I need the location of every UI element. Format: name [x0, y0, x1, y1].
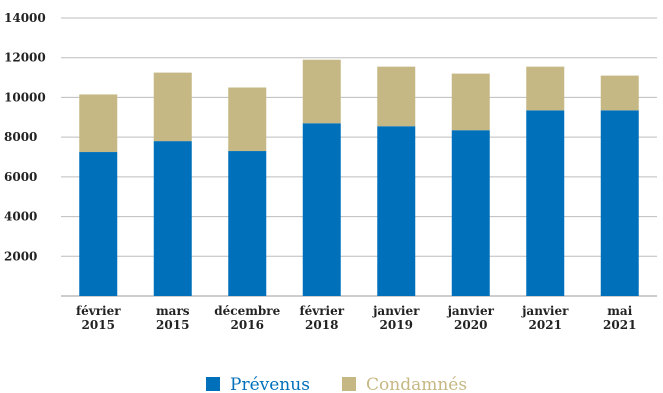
x-tick-label-year: 2015: [156, 318, 189, 332]
bar-condamnes: [451, 73, 490, 131]
y-axis: 2000 4000 6000 8000 10000 12000 14000: [4, 11, 46, 263]
x-tick-label-month: janvier: [372, 304, 420, 318]
bar-condamnes: [526, 66, 565, 111]
x-tick-label-year: 2020: [454, 318, 487, 332]
bar-prevenus: [79, 152, 118, 296]
x-tick-label-month: janvier: [447, 304, 495, 318]
x-tick-label-year: 2015: [82, 318, 115, 332]
bar-condamnes: [228, 87, 267, 152]
x-axis: février2015mars2015décembre2016février20…: [76, 304, 637, 332]
x-tick-label-year: 2016: [231, 318, 264, 332]
x-tick-label-month: mai: [607, 304, 632, 318]
legend-swatch: [342, 377, 356, 391]
x-tick-label-month: décembre: [214, 304, 280, 318]
bar-prevenus: [302, 123, 341, 296]
legend-label: Condamnés: [366, 375, 467, 393]
y-tick-label: 8000: [4, 130, 37, 144]
bar-prevenus: [153, 141, 192, 296]
bar-condamnes: [600, 75, 639, 111]
legend: Prévenus Condamnés: [206, 375, 467, 393]
bar-condamnes: [377, 66, 416, 127]
bar-condamnes: [153, 72, 192, 142]
y-tick-label: 10000: [4, 90, 46, 104]
bars: [79, 59, 639, 296]
bar-condamnes: [79, 94, 118, 153]
bar-prevenus: [377, 126, 416, 296]
gridlines: [61, 17, 657, 297]
bar-prevenus: [600, 110, 639, 296]
legend-item-condamnes: Condamnés: [342, 375, 467, 393]
y-tick-label: 4000: [4, 210, 37, 224]
x-tick-label-year: 2018: [305, 318, 338, 332]
legend-item-prevenus: Prévenus: [206, 375, 310, 393]
x-tick-label-year: 2021: [529, 318, 562, 332]
x-tick-label-month: février: [76, 304, 121, 318]
y-tick-label: 2000: [4, 249, 37, 263]
x-tick-label-month: février: [299, 304, 344, 318]
x-tick-label-year: 2019: [380, 318, 413, 332]
legend-swatch: [206, 377, 220, 391]
bar-prevenus: [451, 130, 490, 296]
legend-label: Prévenus: [230, 375, 310, 393]
y-tick-label: 6000: [4, 170, 37, 184]
bar-condamnes: [302, 59, 341, 124]
x-tick-label-month: mars: [156, 304, 190, 318]
x-tick-label-month: janvier: [521, 304, 569, 318]
y-tick-label: 12000: [4, 51, 46, 65]
bar-prevenus: [228, 151, 267, 296]
y-tick-label: 14000: [4, 11, 46, 25]
x-tick-label-year: 2021: [603, 318, 636, 332]
bar-prevenus: [526, 110, 565, 296]
